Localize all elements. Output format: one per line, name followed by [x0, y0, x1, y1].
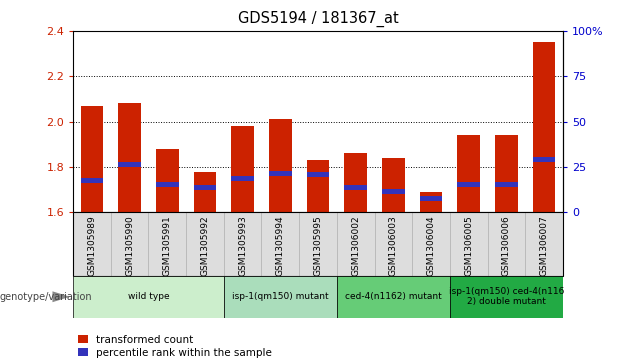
Bar: [118, 162, 141, 167]
Bar: [420, 196, 442, 201]
Bar: [533, 42, 555, 212]
Bar: [412, 212, 450, 276]
Bar: [307, 160, 329, 212]
Bar: [81, 178, 103, 183]
Text: GSM1306004: GSM1306004: [427, 216, 436, 276]
Text: GSM1306005: GSM1306005: [464, 216, 473, 276]
Bar: [307, 172, 329, 177]
Text: GSM1305989: GSM1305989: [88, 216, 97, 276]
Bar: [118, 103, 141, 212]
Bar: [457, 135, 480, 212]
Bar: [450, 276, 563, 318]
Bar: [232, 176, 254, 181]
Bar: [344, 153, 367, 212]
Bar: [232, 126, 254, 212]
Bar: [344, 185, 367, 189]
Bar: [337, 276, 450, 318]
Text: GSM1305993: GSM1305993: [238, 216, 247, 276]
Bar: [375, 212, 412, 276]
Bar: [495, 135, 518, 212]
Legend: transformed count, percentile rank within the sample: transformed count, percentile rank withi…: [78, 335, 272, 358]
Bar: [194, 171, 216, 212]
Bar: [186, 212, 224, 276]
Bar: [533, 158, 555, 163]
Text: isp-1(qm150) mutant: isp-1(qm150) mutant: [232, 292, 329, 301]
Text: GSM1306003: GSM1306003: [389, 216, 398, 276]
Bar: [81, 106, 103, 212]
Bar: [299, 212, 337, 276]
Bar: [224, 212, 261, 276]
Bar: [111, 212, 148, 276]
Polygon shape: [52, 291, 70, 302]
Text: ced-4(n1162) mutant: ced-4(n1162) mutant: [345, 292, 442, 301]
Bar: [148, 212, 186, 276]
Bar: [457, 182, 480, 187]
Text: GDS5194 / 181367_at: GDS5194 / 181367_at: [238, 11, 398, 27]
Text: GSM1305995: GSM1305995: [314, 216, 322, 276]
Bar: [156, 149, 179, 212]
Bar: [156, 182, 179, 187]
Bar: [269, 119, 292, 212]
Bar: [382, 158, 404, 212]
Bar: [525, 212, 563, 276]
Text: GSM1305990: GSM1305990: [125, 216, 134, 276]
Text: GSM1306002: GSM1306002: [351, 216, 360, 276]
Text: wild type: wild type: [128, 292, 169, 301]
Text: genotype/variation: genotype/variation: [0, 292, 93, 302]
Text: GSM1305994: GSM1305994: [276, 216, 285, 276]
Bar: [269, 171, 292, 176]
Bar: [73, 212, 111, 276]
Bar: [382, 189, 404, 194]
Bar: [488, 212, 525, 276]
Text: GSM1305991: GSM1305991: [163, 216, 172, 276]
Bar: [261, 212, 299, 276]
Text: GSM1306007: GSM1306007: [539, 216, 548, 276]
Text: GSM1306006: GSM1306006: [502, 216, 511, 276]
Bar: [495, 182, 518, 187]
Bar: [420, 192, 442, 212]
Bar: [450, 212, 488, 276]
Text: isp-1(qm150) ced-4(n116
2) double mutant: isp-1(qm150) ced-4(n116 2) double mutant: [448, 287, 564, 306]
Text: GSM1305992: GSM1305992: [200, 216, 209, 276]
Bar: [337, 212, 375, 276]
Bar: [194, 185, 216, 189]
Bar: [73, 276, 224, 318]
Bar: [224, 276, 337, 318]
